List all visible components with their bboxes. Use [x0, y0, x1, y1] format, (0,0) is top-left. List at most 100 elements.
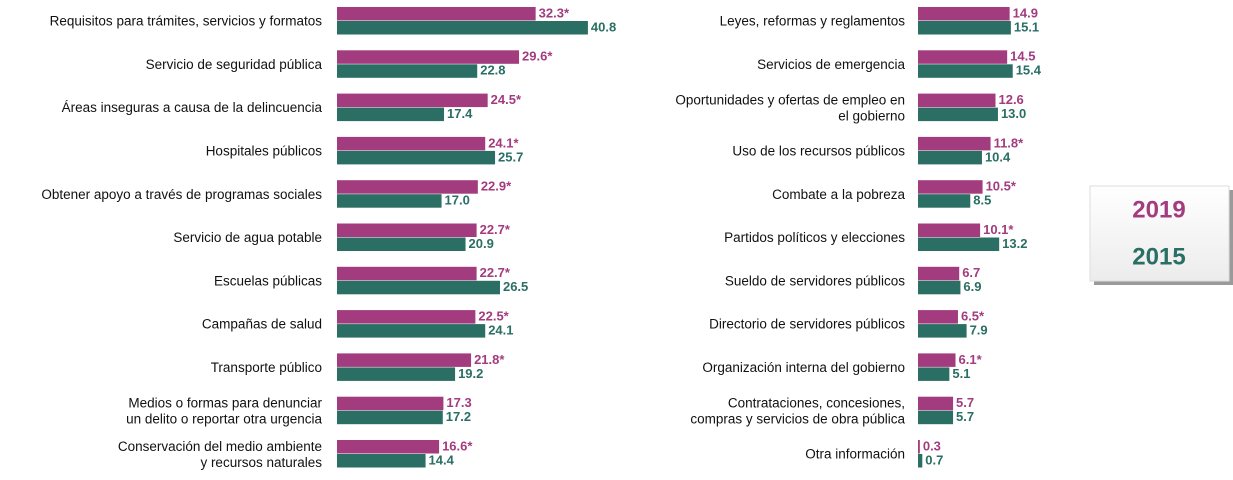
value-label: 17.3 — [446, 395, 471, 410]
category-label: Directorio de servidores públicos — [709, 317, 905, 332]
value-label: 11.8* — [994, 135, 1025, 150]
category-label: Hospitales públicos — [206, 143, 323, 158]
value-label: 32.3* — [539, 5, 570, 20]
value-label: 21.8* — [474, 352, 505, 367]
bar — [918, 454, 923, 468]
bar — [337, 410, 443, 425]
bar — [918, 64, 1013, 78]
bar — [337, 21, 588, 35]
bar — [337, 310, 476, 324]
value-label: 22.7* — [480, 222, 511, 237]
bar — [337, 64, 478, 78]
value-label: 20.9 — [469, 236, 494, 251]
category-label: Contrataciones, concesiones, compras y se… — [690, 395, 905, 426]
value-label: 22.5* — [478, 309, 509, 324]
bar — [337, 194, 442, 208]
bar — [337, 396, 444, 411]
category-label: Servicios de emergencia — [757, 57, 905, 72]
value-label: 6.9 — [963, 279, 981, 294]
value-label: 6.7 — [962, 265, 980, 280]
category-label: Servicio de agua potable — [173, 230, 322, 245]
bar — [918, 7, 1010, 21]
bar — [918, 324, 967, 338]
value-label: 22.9* — [481, 179, 512, 194]
bar — [918, 93, 996, 108]
bar — [918, 266, 960, 281]
category-label: Medios o formas para denunciar un delito … — [126, 395, 322, 426]
bar — [918, 353, 956, 367]
value-label: 10.4 — [985, 149, 1011, 164]
bar — [918, 440, 920, 454]
value-label: 16.6* — [442, 438, 473, 453]
value-label: 6.1* — [959, 352, 983, 367]
value-label: 0.7 — [925, 452, 943, 467]
value-label: 19.2 — [458, 366, 483, 381]
category-label: Oportunidades y ofertas de empleo en el g… — [675, 92, 905, 123]
bar — [918, 237, 1000, 251]
bar — [337, 136, 486, 151]
bar — [337, 223, 477, 237]
value-label: 15.4 — [1016, 63, 1042, 78]
bar — [337, 440, 440, 454]
value-label: 17.4 — [447, 106, 473, 121]
bar — [918, 396, 954, 411]
bar — [918, 107, 998, 122]
bar — [337, 280, 500, 295]
value-label: 22.7* — [480, 265, 511, 280]
value-label: 22.8 — [480, 63, 505, 78]
category-label: Uso de los recursos públicos — [732, 143, 905, 158]
bar — [918, 410, 954, 425]
bar — [918, 150, 982, 165]
value-label: 15.1 — [1014, 19, 1039, 34]
category-label: Obtener apoyo a través de programas soci… — [41, 187, 322, 202]
category-label: Escuelas públicas — [214, 273, 322, 288]
category-label: Combate a la pobreza — [772, 187, 905, 202]
value-label: 10.1* — [983, 222, 1014, 237]
bar — [337, 93, 488, 108]
bar — [918, 310, 958, 324]
bar — [918, 280, 961, 295]
legend-entry: 2015 — [1132, 243, 1185, 270]
legend-box — [1089, 185, 1230, 282]
value-label: 26.5 — [503, 279, 528, 294]
value-label: 17.0 — [445, 193, 470, 208]
bar — [337, 266, 477, 281]
value-label: 12.6 — [998, 92, 1023, 107]
value-label: 13.0 — [1001, 106, 1026, 121]
value-label: 17.2 — [446, 409, 471, 424]
bar — [337, 150, 496, 165]
category-label: Requisitos para trámites, servicios y fo… — [50, 14, 323, 29]
value-label: 24.5* — [491, 92, 522, 107]
bar — [337, 237, 466, 251]
value-label: 14.4 — [429, 452, 455, 467]
value-label: 10.5* — [986, 179, 1017, 194]
bar — [337, 7, 536, 21]
bar — [337, 353, 472, 367]
value-label: 5.7 — [956, 395, 974, 410]
value-label: 24.1* — [488, 135, 519, 150]
value-label: 6.5* — [961, 309, 985, 324]
value-label: 7.9 — [970, 323, 988, 338]
value-label: 0.3 — [923, 438, 941, 453]
bar — [918, 367, 950, 381]
category-label: Otra información — [805, 447, 905, 462]
bar — [337, 107, 445, 122]
value-label: 13.2 — [1002, 236, 1027, 251]
category-label: Leyes, reformas y reglamentos — [720, 14, 906, 29]
value-label: 5.1 — [952, 366, 970, 381]
value-label: 25.7 — [498, 149, 523, 164]
value-label: 8.5 — [973, 193, 991, 208]
legend-entry: 2019 — [1132, 196, 1185, 223]
bar — [918, 136, 991, 151]
category-label: Transporte público — [211, 360, 322, 375]
category-label: Servicio de seguridad pública — [146, 57, 323, 72]
category-label: Áreas inseguras a causa de la delincuenc… — [62, 100, 323, 115]
bar — [918, 223, 981, 237]
value-label: 14.5 — [1010, 49, 1035, 64]
bar — [918, 194, 971, 208]
category-label: Conservación del medio ambiente y recurso… — [118, 439, 322, 470]
bar — [337, 180, 478, 194]
value-label: 24.1 — [488, 323, 513, 338]
bar — [918, 50, 1008, 64]
